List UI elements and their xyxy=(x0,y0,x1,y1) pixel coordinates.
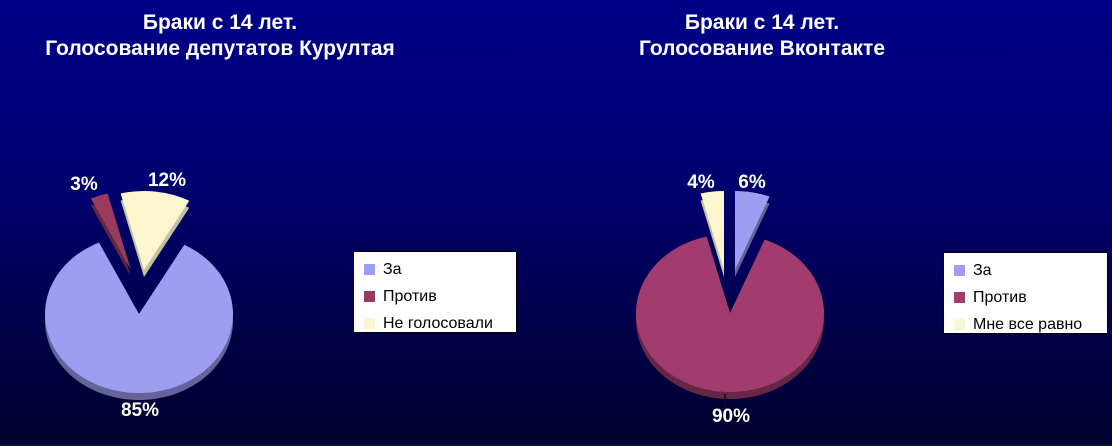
legend-swatch-mne-vse-ravno xyxy=(954,319,965,330)
legend-item: Против xyxy=(944,284,1107,311)
chart-title-line1: Браки с 14 лет. xyxy=(684,11,840,34)
legend-item: За xyxy=(944,257,1107,284)
legend-item: Против xyxy=(354,283,516,310)
pie-slice-0 xyxy=(735,191,770,270)
chart-title-line2: Голосование депутатов Курултая xyxy=(45,37,395,60)
slide-bottom-edge xyxy=(0,444,1112,446)
legend-swatch-za xyxy=(364,264,375,275)
legend-label: Против xyxy=(973,288,1027,306)
data-label: 90% xyxy=(712,406,750,427)
chart-title-line1: Браки с 14 лет. xyxy=(142,11,298,34)
legend-label: Не голосовали xyxy=(383,314,493,332)
pie-chart-kurultai: 85% 3% 12% xyxy=(45,170,234,421)
legend-swatch-ne-golosovali xyxy=(364,318,375,329)
legend-swatch-protiv xyxy=(954,292,965,303)
data-label: 4% xyxy=(687,172,715,193)
legend-kurultai: За Против Не голосовали xyxy=(353,251,517,333)
pie-chart-vkontakte: 90% 6% 4% xyxy=(635,172,824,427)
chart-title-vkontakte: Браки с 14 лет. Голосование Вконтакте xyxy=(556,10,968,62)
legend-swatch-protiv xyxy=(364,291,375,302)
pie-slice-2 xyxy=(700,191,724,270)
legend-label: Против xyxy=(383,287,437,305)
data-label: 85% xyxy=(121,400,159,421)
data-label: 3% xyxy=(70,174,98,195)
data-label: 6% xyxy=(738,172,766,193)
pie-slice-1 xyxy=(635,236,824,392)
legend-label: Мне все равно xyxy=(973,315,1083,333)
pie-slice-0 xyxy=(45,242,234,394)
data-label: 12% xyxy=(148,170,186,191)
legend-vkontakte: За Против Мне все равно xyxy=(943,252,1108,334)
legend-swatch-za xyxy=(954,265,965,276)
legend-label: За xyxy=(973,261,992,279)
pie-slice-2 xyxy=(120,190,190,270)
pie-slice-side xyxy=(90,200,131,277)
pie-slice-1 xyxy=(90,193,131,270)
chart-title-line2: Голосование Вконтакте xyxy=(638,37,886,60)
legend-label: За xyxy=(383,260,402,278)
chart-title-kurultai: Браки с 14 лет. Голосование депутатов Ку… xyxy=(0,10,440,62)
legend-item: За xyxy=(354,256,516,283)
legend-item: Не голосовали xyxy=(354,310,516,337)
legend-item: Мне все равно xyxy=(944,311,1107,338)
